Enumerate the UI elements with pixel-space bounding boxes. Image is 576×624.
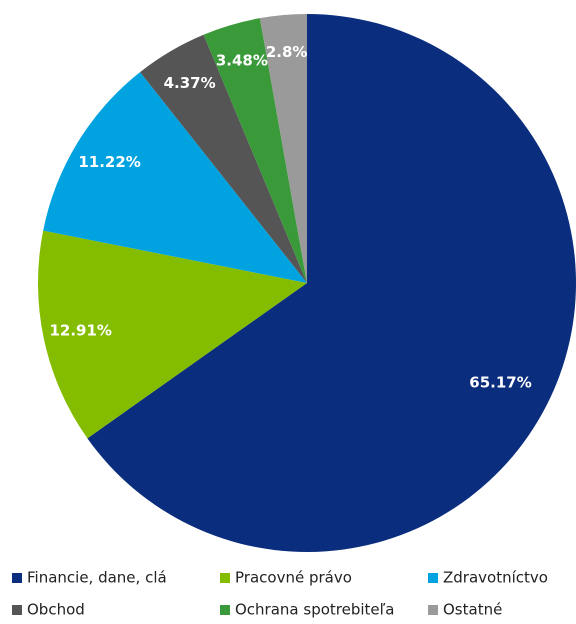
legend-swatch [428, 605, 438, 615]
pie-slice [37, 230, 307, 439]
legend-swatch [220, 573, 230, 583]
legend-label: Obchod [27, 601, 85, 619]
value-label: 2.8% [266, 43, 308, 61]
legend-label: Financie, dane, clá [27, 569, 167, 587]
legend-label: Zdravotníctvo [443, 569, 548, 587]
pie-slice [87, 14, 576, 552]
value-label: 4.37% [164, 74, 216, 92]
value-label: 3.48% [216, 52, 268, 70]
legend-swatch [428, 573, 438, 583]
pie-slice [43, 72, 307, 283]
value-label: 11.22% [78, 153, 140, 171]
legend-swatch [12, 573, 22, 583]
legend-swatch [220, 605, 230, 615]
value-label: 65.17% [469, 374, 531, 392]
legend-label: Pracovné právo [235, 569, 352, 587]
legend-swatch [12, 605, 22, 615]
legend-label: Ochrana spotrebiteľa [235, 601, 394, 619]
legend-label: Ostatné [443, 601, 502, 619]
pie-slice [140, 34, 307, 284]
pie-slice [203, 18, 307, 283]
pie-slice [259, 14, 307, 283]
value-label: 12.91% [49, 322, 111, 340]
